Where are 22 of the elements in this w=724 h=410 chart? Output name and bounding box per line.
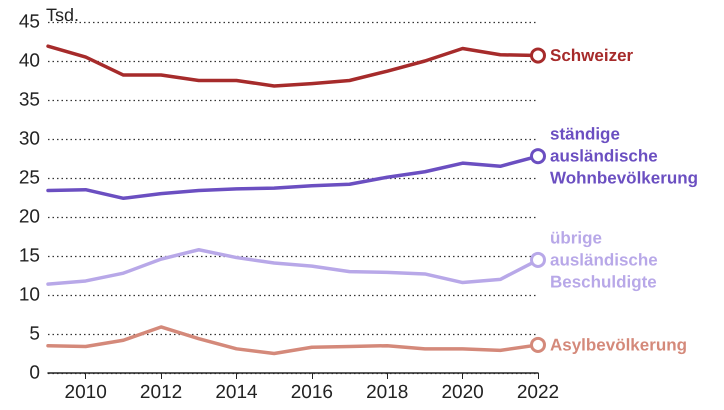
y-tick-label: 25 — [18, 168, 40, 188]
x-tick-label: 2016 — [290, 382, 333, 403]
x-tick-label: 2014 — [215, 382, 258, 403]
y-tick-label: 5 — [29, 324, 40, 344]
x-tick-label: 2012 — [140, 382, 182, 403]
y-axis-title: Tsd. — [46, 5, 80, 25]
series-label: ständige ausländische Wohnbevölkerung — [550, 124, 698, 188]
x-tick-label: 2018 — [366, 382, 408, 403]
x-tick-label: 2022 — [516, 382, 560, 403]
y-tick-label: 45 — [18, 12, 40, 32]
y-tick-label: 40 — [18, 50, 40, 72]
y-tick-label: 30 — [18, 128, 40, 150]
y-tick-label: 15 — [18, 246, 40, 266]
series-label: Asylbevölkerung — [550, 335, 687, 354]
x-tick-label: 2010 — [64, 382, 107, 403]
x-tick-label: 2020 — [441, 382, 484, 403]
series-label: Schweizer — [550, 46, 634, 66]
y-tick-label: 10 — [18, 284, 40, 306]
series-label: übrige ausländische Beschuldigte — [550, 228, 662, 292]
y-tick-label: 35 — [18, 90, 40, 110]
y-tick-label: 20 — [18, 206, 40, 228]
y-tick-label: 0 — [29, 362, 40, 384]
